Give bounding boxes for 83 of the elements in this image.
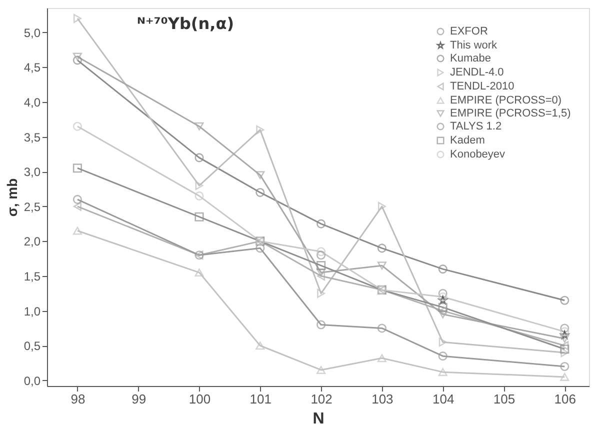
x-tick-label: 106 xyxy=(554,392,576,406)
y-tick-label: 0,0 xyxy=(24,374,41,388)
y-tick-label: 1,0 xyxy=(24,304,41,318)
y-tick-label: 4,5 xyxy=(24,60,41,75)
point xyxy=(438,352,448,361)
point xyxy=(316,366,326,374)
point xyxy=(560,348,569,358)
point xyxy=(73,202,82,211)
point xyxy=(438,310,448,318)
point xyxy=(377,262,386,270)
point xyxy=(72,194,82,204)
legend-label: Konobeyev xyxy=(450,148,506,160)
point xyxy=(438,302,448,312)
point xyxy=(256,125,264,134)
point xyxy=(72,226,82,235)
x-tick-label: 98 xyxy=(70,392,86,406)
point xyxy=(317,271,326,281)
point xyxy=(560,344,570,354)
point xyxy=(438,288,448,298)
legend-label: EXFOR xyxy=(450,26,488,38)
point xyxy=(438,368,448,376)
legend-label: Kumabe xyxy=(450,52,491,64)
legend-label: Kadem xyxy=(450,134,485,146)
point xyxy=(316,219,326,228)
point xyxy=(377,324,386,333)
x-tick-label: 105 xyxy=(493,392,516,406)
point xyxy=(316,261,326,270)
y-tick-label: 2,5 xyxy=(24,200,41,214)
point xyxy=(316,250,326,260)
legend-label: JENDL-4.0 xyxy=(450,66,504,78)
x-tick-label: 100 xyxy=(188,392,211,406)
x-tick-label: 101 xyxy=(250,392,272,406)
point xyxy=(317,288,326,298)
legend-label: This work xyxy=(450,40,498,52)
point xyxy=(194,212,204,222)
point xyxy=(72,164,82,173)
y-tick-label: 3,5 xyxy=(24,130,41,144)
point xyxy=(377,244,386,253)
legend-label: EMPIRE (PCROSS=1,5) xyxy=(450,108,571,120)
point xyxy=(560,341,569,350)
point xyxy=(72,56,82,65)
x-tick-label: 103 xyxy=(372,392,394,406)
x-tick-label: 102 xyxy=(310,392,332,406)
x-axis-title: N xyxy=(312,410,324,428)
point xyxy=(438,338,447,347)
point xyxy=(194,191,204,200)
point xyxy=(72,122,82,131)
point xyxy=(316,247,326,256)
point xyxy=(560,334,570,343)
legend-label: TENDL-2010 xyxy=(450,80,514,92)
point xyxy=(256,171,265,180)
point xyxy=(194,122,204,130)
y-tick-label: 2,0 xyxy=(24,234,41,249)
point xyxy=(560,327,570,336)
chart-title: ᴺ⁺⁷⁰Yb(n,α) xyxy=(137,14,234,33)
point xyxy=(256,188,265,197)
point xyxy=(560,296,570,305)
y-tick-label: 5,0 xyxy=(24,26,41,40)
y-tick-label: 3,0 xyxy=(24,165,41,180)
point xyxy=(316,320,326,330)
point xyxy=(195,180,204,190)
y-tick-label: 1,5 xyxy=(24,270,41,284)
point xyxy=(256,244,265,253)
point xyxy=(438,292,448,302)
legend-label: EMPIRE (PCROSS=0) xyxy=(450,94,562,106)
point xyxy=(377,354,386,362)
point xyxy=(316,268,326,277)
x-tick-label: 99 xyxy=(132,392,146,406)
point xyxy=(560,372,570,381)
point xyxy=(560,324,570,333)
point xyxy=(73,14,82,23)
point xyxy=(378,202,386,211)
point xyxy=(194,268,204,277)
x-tick-label: 104 xyxy=(432,392,454,406)
point xyxy=(438,264,448,274)
y-tick-label: 0,5 xyxy=(24,339,41,354)
point xyxy=(256,342,265,350)
point xyxy=(194,153,204,162)
legend-label: TALYS 1.2 xyxy=(450,120,502,132)
y-tick-label: 4,0 xyxy=(24,95,41,110)
point xyxy=(72,52,82,61)
y-axis-title: σ, mb xyxy=(4,178,20,217)
point xyxy=(560,362,570,372)
